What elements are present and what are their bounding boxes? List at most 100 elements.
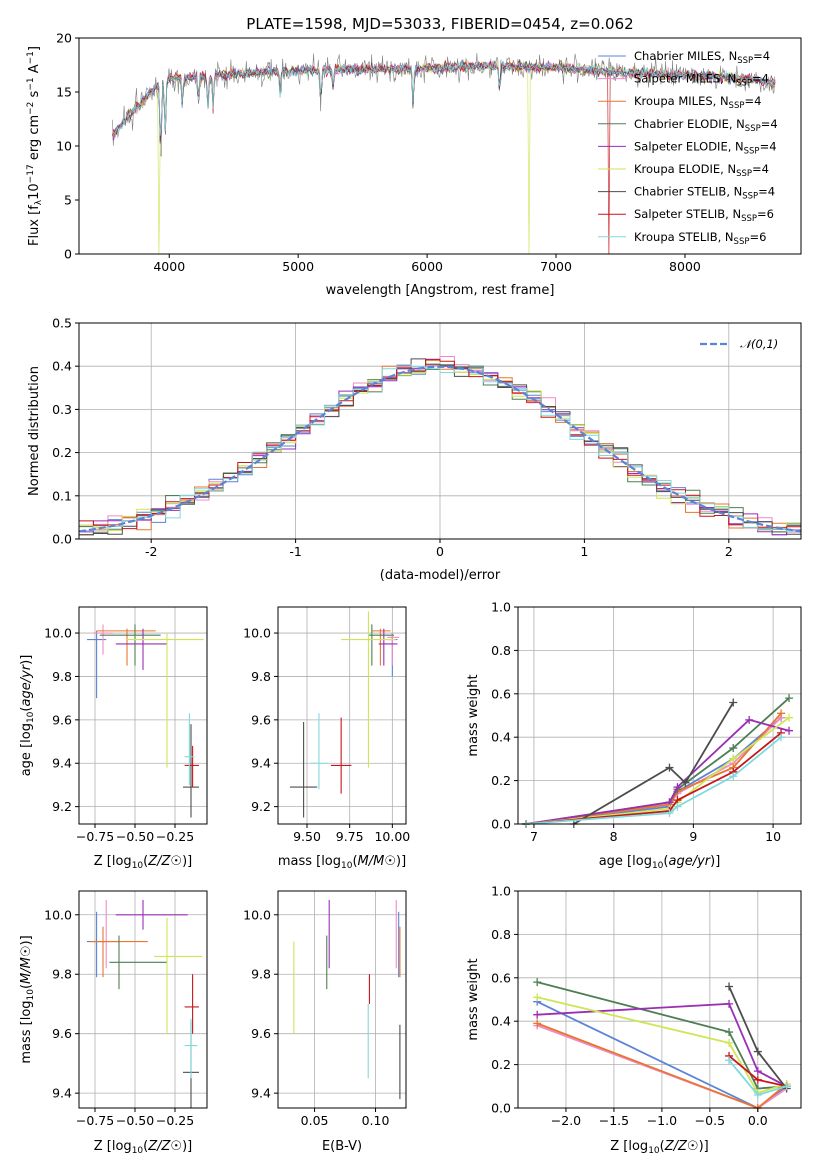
x-axis-label: Z [log10(Z/Z☉)] — [94, 854, 192, 871]
plot-area — [87, 624, 204, 818]
legend-label: Kroupa STELIB, NSSP=6 — [634, 230, 766, 247]
x-axis-label: E(B-V) — [322, 1139, 362, 1154]
x-axis-label: (data-model)/error — [380, 568, 501, 583]
y-tick-label: 1.0 — [491, 884, 511, 899]
mass-weight-marker — [533, 978, 542, 987]
y-tick-label: 0.6 — [491, 970, 511, 985]
mass-weight-marker — [753, 1090, 762, 1099]
model-spectrum-line — [112, 60, 776, 136]
y-tick-label: 1.0 — [491, 600, 511, 615]
plot-area — [112, 52, 776, 254]
x-tick-label: 7000 — [540, 259, 572, 274]
x-tick-label: −0.50 — [116, 1113, 154, 1128]
mass-vs-EBV-panel: 0.05 0.10 9.4 9.6 9.8 10.0 E(B-V) — [243, 890, 407, 1154]
y-tick-label: 9.4 — [52, 756, 72, 771]
x-tick-label: 10.00 — [374, 829, 410, 844]
plot-area — [79, 356, 801, 539]
mass-weight-marker — [665, 763, 674, 772]
mass-weight-marker — [725, 1056, 734, 1065]
y-tick-label: 0.3 — [52, 402, 72, 417]
legend-label: Salpeter STELIB, NSSP=6 — [634, 207, 774, 224]
y-tick-label: 0.2 — [491, 1057, 511, 1072]
age-vs-mass-panel: 9.50 9.75 10.00 9.2 9.4 9.6 9.8 10.0 mass [log10… — [243, 606, 410, 871]
mass-weight-marker — [753, 1075, 762, 1084]
x-tick-label: −0.50 — [116, 829, 154, 844]
gaussian-reference-curve — [79, 365, 801, 533]
mass-weight-marker — [782, 1082, 791, 1091]
mass-weight-marker — [725, 999, 734, 1008]
axes-frame — [517, 890, 802, 1109]
plot-area — [521, 694, 794, 828]
y-tick-label: 0.8 — [491, 927, 511, 942]
y-tick-label: 0.0 — [491, 817, 511, 832]
x-axis-label: Z [log10(Z/Z☉)] — [94, 1139, 192, 1156]
x-tick-label: 0 — [436, 544, 444, 559]
x-axis-label: wavelength [Angstrom, rest frame] — [326, 283, 555, 298]
x-tick-label: −1.0 — [647, 1113, 677, 1128]
y-tick-label: 0.0 — [491, 1101, 511, 1116]
y-tick-label: 9.8 — [52, 967, 72, 982]
y-tick-label: 10.0 — [44, 907, 72, 922]
mass-weight-marker — [665, 809, 674, 818]
y-tick-label: 9.6 — [52, 1026, 72, 1041]
model-spectrum-line — [112, 59, 776, 254]
y-tick-label: 15 — [56, 85, 72, 100]
y-tick-label: 0 — [64, 247, 72, 262]
y-tick-label: 10.0 — [44, 626, 72, 641]
axes-frame — [517, 606, 802, 825]
mass-weight-marker — [533, 1019, 542, 1028]
mass-weight-marker — [533, 1010, 542, 1019]
y-tick-label: 9.2 — [52, 799, 72, 814]
y-tick-label: 9.6 — [251, 1026, 271, 1041]
x-tick-label: 9.50 — [293, 829, 321, 844]
x-tick-label: 0.10 — [362, 1113, 390, 1128]
mass-weight-marker — [785, 713, 794, 722]
mass-weight-marker — [729, 698, 738, 707]
y-tick-label: 9.6 — [52, 712, 72, 727]
mass-weight-line — [537, 1002, 788, 1088]
y-tick-label: 10.0 — [243, 626, 271, 641]
legend-label: Salpeter ELODIE, NSSP=4 — [634, 139, 777, 156]
y-tick-label: 20 — [56, 31, 72, 46]
y-tick-label: 9.8 — [251, 669, 271, 684]
x-tick-label: 10 — [765, 829, 781, 844]
x-tick-label: −0.25 — [156, 829, 194, 844]
y-axis-label: age [log10(age/yr)] — [19, 655, 36, 777]
y-tick-label: 9.8 — [251, 967, 271, 982]
legend-label: Chabrier STELIB, NSSP=4 — [634, 185, 775, 202]
plot-area — [293, 899, 401, 1100]
y-tick-label: 0.1 — [52, 488, 72, 503]
y-axis-label: mass weight — [466, 674, 481, 756]
x-axis-label: mass [log10(M/M☉)] — [278, 854, 406, 871]
mass-weight-marker — [725, 1038, 734, 1047]
legend-label: Kroupa MILES, NSSP=4 — [634, 94, 761, 111]
y-tick-label: 0.4 — [52, 359, 72, 374]
residual-histogram-panel: -2 -1 0 1 2 0.0 0.1 0.2 0.3 0.4 0.5 𝒩(0,1) (data-mod… — [27, 316, 802, 583]
mass-weight-marker — [533, 993, 542, 1002]
x-axis-label: Z [log10(Z/Z☉)] — [610, 1139, 708, 1156]
legend-label: 𝒩(0,1) — [740, 337, 778, 351]
y-tick-label: 0.2 — [52, 445, 72, 460]
y-tick-label: 0.8 — [491, 643, 511, 658]
x-tick-label: −0.75 — [76, 829, 114, 844]
plot-area — [87, 899, 203, 1108]
x-tick-label: −0.5 — [695, 1113, 725, 1128]
spectrum-panel: 4000 5000 6000 7000 8000 0 5 10 15 20 wavelength [… — [26, 31, 802, 298]
mass-weight-marker — [681, 778, 690, 787]
figure-title: PLATE=1598, MJD=53033, FIBERID=0454, z=0… — [246, 15, 633, 33]
x-tick-label: 0.05 — [301, 1113, 329, 1128]
x-tick-label: −0.25 — [156, 1113, 194, 1128]
x-tick-label: 1 — [580, 544, 588, 559]
x-tick-label: −2.0 — [551, 1113, 581, 1128]
x-tick-label: −1.5 — [599, 1113, 629, 1128]
mass-weight-line — [573, 702, 734, 825]
x-tick-label: 2 — [725, 544, 733, 559]
mass-weight-marker — [753, 1047, 762, 1056]
y-axis-label: mass weight — [466, 958, 481, 1040]
plot-area — [289, 611, 400, 818]
y-tick-label: 9.4 — [52, 1086, 72, 1101]
x-tick-label: −0.75 — [76, 1113, 114, 1128]
legend-label: Chabrier ELODIE, NSSP=4 — [634, 117, 778, 134]
x-tick-label: 9.75 — [336, 829, 364, 844]
